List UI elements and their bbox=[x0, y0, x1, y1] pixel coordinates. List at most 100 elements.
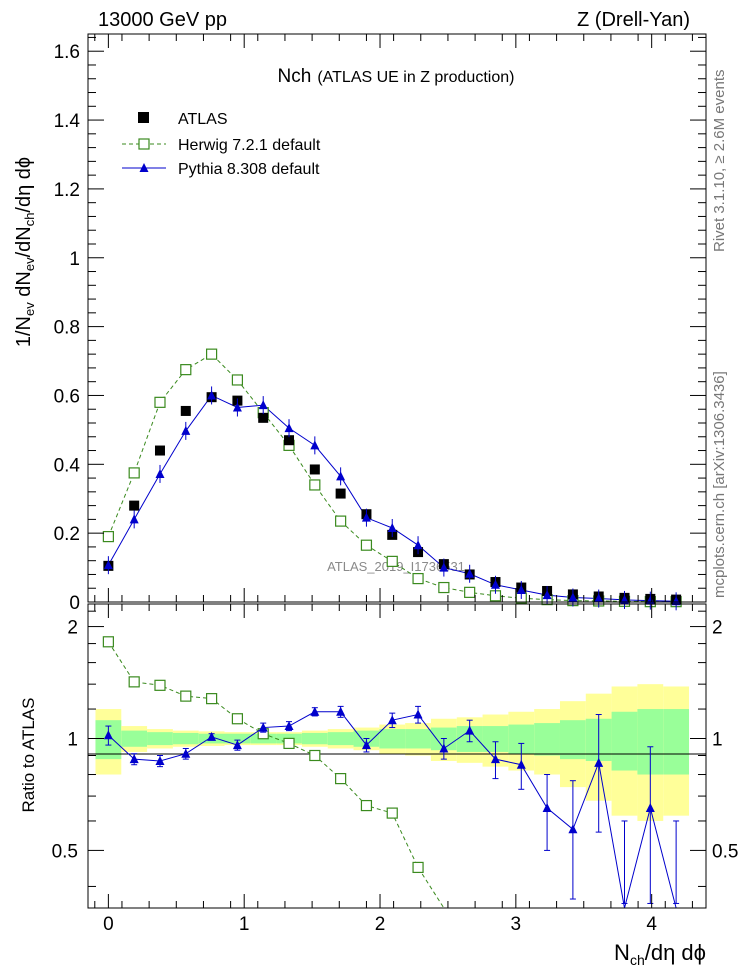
y-tick-label: 0.6 bbox=[54, 386, 80, 407]
pythia-point bbox=[258, 400, 268, 410]
pythia-ratio-point bbox=[568, 824, 578, 834]
legend-label: Herwig 7.2.1 default bbox=[178, 137, 321, 154]
herwig-ratio-point bbox=[102, 636, 114, 648]
rivet-label: Rivet 3.1.10, ≥ 2.6M events bbox=[711, 70, 728, 253]
pythia-ratio-point bbox=[387, 715, 397, 725]
pythia-point bbox=[336, 471, 346, 481]
pythia-point bbox=[232, 402, 242, 412]
herwig-ratio-point bbox=[360, 799, 373, 812]
pythia-ratio-point bbox=[413, 709, 423, 719]
pythia-point bbox=[181, 425, 191, 435]
band-inner-bin bbox=[611, 711, 638, 771]
plot-title: Nch (ATLAS UE in Z production) bbox=[278, 66, 515, 87]
herwig-point bbox=[412, 572, 424, 585]
pythia-point bbox=[155, 468, 165, 478]
atlas-point bbox=[335, 488, 346, 499]
pythia-point bbox=[413, 540, 423, 550]
ratio-tick-label: 1 bbox=[67, 729, 78, 750]
pythia-ratio-point bbox=[232, 740, 242, 750]
y-axis-label: 1/Nev dNev/dNch/dη dϕ bbox=[13, 157, 37, 347]
herwig-ratio-point bbox=[128, 676, 140, 688]
legend-herwig-marker bbox=[138, 138, 150, 150]
ratio-tick-label: 0.5 bbox=[52, 841, 78, 862]
pythia-ratio-point bbox=[336, 706, 346, 716]
y-tick-label: 0.8 bbox=[54, 318, 80, 339]
y-tick-label: 1.2 bbox=[54, 180, 80, 201]
pythia-point bbox=[361, 512, 371, 522]
x-axis-label: Nch/dη dϕ bbox=[614, 940, 706, 968]
pythia-ratio-point bbox=[284, 721, 294, 731]
pythia-ratio-point bbox=[207, 731, 217, 741]
plot-title-main: Nch bbox=[278, 66, 312, 87]
pythia-ratio-point bbox=[310, 706, 320, 716]
pythia-point bbox=[439, 562, 449, 572]
ratio-plot-marks bbox=[102, 636, 680, 909]
pythia-point bbox=[568, 592, 578, 602]
pythia-ratio-point bbox=[181, 748, 191, 758]
pythia-ratio-point bbox=[103, 730, 113, 740]
herwig-point bbox=[464, 586, 476, 598]
atlas-point bbox=[284, 435, 295, 446]
plot-title-sub: (ATLAS UE in Z production) bbox=[317, 69, 514, 86]
herwig-point bbox=[102, 530, 114, 543]
y-tick-label: 1.4 bbox=[54, 111, 81, 132]
band-inner-bin bbox=[301, 732, 328, 745]
atlas-point bbox=[129, 500, 140, 511]
band-inner-bin bbox=[172, 732, 199, 745]
pythia-ratio-point bbox=[594, 757, 604, 767]
ratio-uncertainty-bands bbox=[95, 684, 690, 821]
main-plot-frame bbox=[87, 33, 707, 603]
ratio-tick-label: 2 bbox=[67, 618, 78, 639]
pythia-point bbox=[207, 390, 217, 400]
pythia-point bbox=[516, 584, 526, 594]
legend-atlas-marker bbox=[138, 112, 149, 123]
herwig-point bbox=[154, 396, 166, 408]
pythia-ratio-point bbox=[465, 725, 475, 735]
herwig-point bbox=[231, 374, 244, 386]
herwig-point bbox=[180, 364, 192, 376]
herwig-ratio-point bbox=[180, 690, 192, 702]
herwig-ratio-point bbox=[231, 713, 244, 725]
herwig-ratio-point bbox=[386, 807, 398, 819]
pythia-ratio-point bbox=[490, 754, 500, 764]
legend-pythia-marker bbox=[139, 163, 149, 172]
y-tick-label: 1 bbox=[69, 249, 80, 270]
atlas-point bbox=[180, 405, 191, 416]
band-inner-bin bbox=[559, 720, 586, 760]
herwig-ratio-point bbox=[412, 861, 424, 874]
pythia-ratio-point bbox=[542, 803, 552, 813]
pythia-ratio-point bbox=[129, 754, 139, 764]
band-inner-bin bbox=[405, 729, 431, 749]
pythia-point bbox=[284, 423, 294, 433]
ratio-tick-label-right: 2 bbox=[712, 618, 723, 639]
pythia-point bbox=[465, 568, 475, 578]
axes: 0 1 2 3 4 0 0.2 0.4 0.6 0.8 1 1.2 1.4 1.6 0.5 0.5 1 1 2 2 bbox=[52, 34, 738, 935]
x-tick-label: 0 bbox=[103, 914, 114, 935]
band-inner-bin bbox=[663, 709, 690, 775]
ratio-y-axis-label: Ratio to ATLAS bbox=[19, 698, 38, 813]
pythia-ratio-point bbox=[258, 722, 268, 732]
herwig-ratio-point bbox=[154, 679, 166, 691]
energy-label: 13000 GeV pp bbox=[98, 9, 227, 31]
band-inner-bin bbox=[534, 723, 560, 756]
herwig-ratio-point bbox=[309, 749, 321, 762]
herwig-point bbox=[360, 539, 373, 551]
herwig-point bbox=[309, 479, 321, 491]
atlas-point bbox=[258, 412, 269, 423]
herwig-point bbox=[438, 581, 450, 594]
legend: ATLAS Herwig 7.2.1 default Pythia 8.308 de… bbox=[122, 111, 321, 178]
y-tick-label: 0 bbox=[69, 593, 80, 614]
x-tick-label: 3 bbox=[511, 914, 522, 935]
pythia-point bbox=[129, 514, 139, 524]
process-label: Z (Drell-Yan) bbox=[577, 9, 690, 31]
band-inner-bin bbox=[147, 732, 173, 746]
x-tick-label: 4 bbox=[646, 914, 657, 935]
pythia-ratio-point bbox=[361, 740, 371, 750]
x-tick-label: 1 bbox=[239, 914, 250, 935]
x-tick-label: 2 bbox=[375, 914, 386, 935]
atlas-point bbox=[154, 445, 165, 456]
herwig-ratio-point bbox=[206, 693, 218, 705]
y-tick-label: 0.4 bbox=[54, 455, 81, 476]
pythia-ratio-point bbox=[516, 759, 526, 769]
